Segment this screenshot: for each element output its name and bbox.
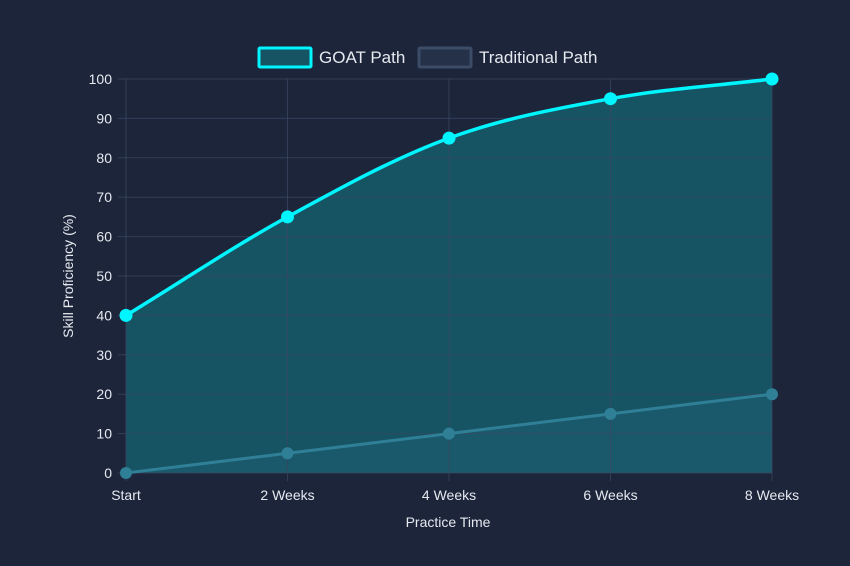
x-axis-ticks: Start 2 Weeks 4 Weeks 6 Weeks 8 Weeks — [111, 487, 799, 503]
traditional-path-point[interactable] — [604, 407, 617, 420]
traditional-path-point[interactable] — [120, 467, 132, 479]
legend-label-goat: GOAT Path — [319, 48, 405, 67]
traditional-path-point[interactable] — [281, 447, 294, 460]
y-tick-label: 90 — [96, 110, 112, 126]
goat-path-point[interactable] — [442, 131, 456, 145]
y-tick-label: 10 — [96, 426, 112, 442]
y-axis-title: Skill Proficiency (%) — [60, 214, 76, 338]
traditional-path-point[interactable] — [443, 427, 455, 440]
y-tick-label: 70 — [96, 189, 112, 205]
traditional-path-point[interactable] — [766, 388, 778, 401]
legend-swatch-goat — [257, 46, 313, 69]
y-tick-label: 100 — [89, 71, 113, 87]
x-tick-label: 4 Weeks — [422, 487, 476, 503]
y-tick-label: 40 — [96, 307, 112, 323]
legend-item-goat[interactable]: GOAT Path — [257, 46, 405, 69]
y-tick-label: 0 — [104, 465, 112, 481]
goat-path-point[interactable] — [119, 308, 133, 322]
x-tick-label: 6 Weeks — [583, 487, 637, 503]
legend-label-traditional: Traditional Path — [479, 48, 597, 67]
legend-item-traditional[interactable]: Traditional Path — [417, 46, 597, 69]
x-tick-label: 2 Weeks — [260, 487, 314, 503]
x-tick-label: 8 Weeks — [745, 487, 799, 503]
y-tick-label: 30 — [96, 347, 112, 363]
goat-path-point[interactable] — [765, 72, 779, 86]
y-axis-ticks: 0 10 20 30 40 50 60 70 80 90 100 — [89, 71, 113, 481]
x-axis-title: Practice Time — [406, 514, 491, 530]
data-points — [119, 72, 779, 479]
y-tick-label: 50 — [96, 268, 112, 284]
goat-path-point[interactable] — [604, 92, 617, 106]
legend-swatch-traditional — [417, 46, 473, 69]
x-tick-label: Start — [111, 487, 141, 503]
legend: GOAT Path Traditional Path — [257, 46, 597, 69]
y-tick-label: 60 — [96, 229, 112, 245]
y-tick-label: 20 — [96, 386, 112, 402]
goat-path-point[interactable] — [281, 210, 294, 224]
y-tick-label: 80 — [96, 150, 112, 166]
